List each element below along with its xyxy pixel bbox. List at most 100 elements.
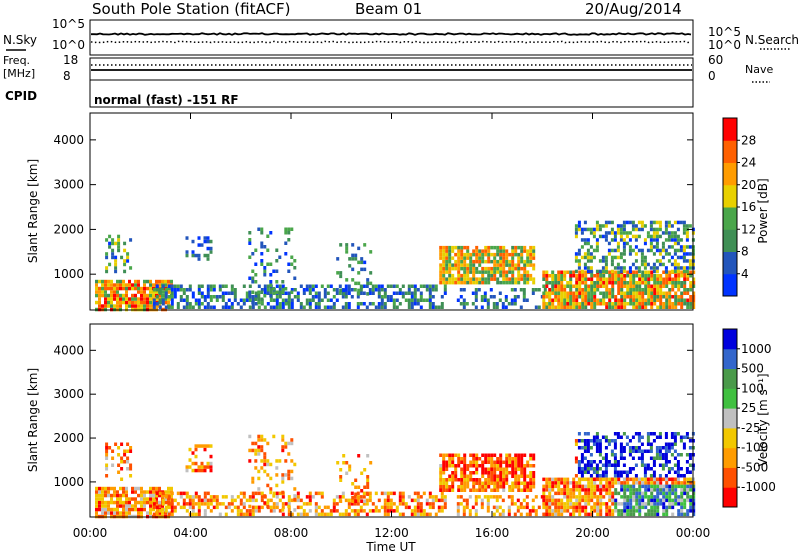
power-cell xyxy=(674,291,678,295)
power-cell xyxy=(275,269,279,273)
velocity-cell xyxy=(620,484,624,489)
power-cell xyxy=(369,271,373,275)
velocity-cell xyxy=(614,505,618,510)
velocity-cell xyxy=(339,499,343,503)
power-cell xyxy=(392,291,396,295)
velocity-cell xyxy=(658,446,662,450)
velocity-cell xyxy=(647,481,651,485)
power-cell xyxy=(251,269,255,273)
freq-top-tick: 18 xyxy=(63,53,78,67)
velocity-cell xyxy=(347,512,351,517)
power-cell xyxy=(260,241,264,245)
velocity-cell xyxy=(602,484,606,489)
power-cell xyxy=(662,284,666,288)
power-cell xyxy=(575,274,579,278)
power-cell xyxy=(520,259,524,264)
velocity-cell xyxy=(287,452,291,456)
velocity-cell xyxy=(626,509,630,513)
velocity-colorbar-tick: 25 xyxy=(741,401,756,415)
velocity-cell xyxy=(647,512,651,517)
velocity-cell xyxy=(117,446,121,450)
power-cell xyxy=(179,295,183,299)
power-cell xyxy=(389,284,393,288)
velocity-cell xyxy=(520,471,524,475)
velocity-cell xyxy=(644,495,648,499)
velocity-cell xyxy=(683,505,687,510)
velocity-cell xyxy=(683,512,687,517)
power-cell xyxy=(272,269,276,273)
power-cell xyxy=(551,305,555,309)
velocity-cell xyxy=(410,509,414,513)
power-cell xyxy=(655,231,659,235)
velocity-cell xyxy=(514,457,518,461)
power-cell xyxy=(167,305,171,309)
velocity-cell xyxy=(680,502,684,506)
power-cell xyxy=(483,295,487,299)
power-cell xyxy=(554,298,558,302)
velocity-cell xyxy=(611,502,615,506)
velocity-cell xyxy=(496,488,500,492)
velocity-cell xyxy=(632,495,636,499)
power-cell xyxy=(278,284,282,288)
velocity-cell xyxy=(557,505,561,510)
velocity-cell xyxy=(598,449,602,453)
power-cell xyxy=(587,295,591,299)
power-cell xyxy=(644,291,648,295)
velocity-cell xyxy=(545,481,549,485)
power-cell xyxy=(560,295,564,299)
power-cell xyxy=(113,297,116,301)
velocity-cell xyxy=(608,498,612,503)
power-cell xyxy=(263,291,267,295)
velocity-cell xyxy=(566,484,570,489)
power-cell xyxy=(572,270,576,274)
velocity-cell xyxy=(605,488,609,492)
power-cell xyxy=(445,263,449,267)
power-cell xyxy=(194,253,198,258)
velocity-cell xyxy=(583,439,587,443)
velocity-cell xyxy=(122,490,125,494)
velocity-cell xyxy=(263,501,267,505)
power-cell xyxy=(296,295,300,299)
velocity-cell xyxy=(113,486,116,491)
power-cell xyxy=(511,256,515,260)
power-cell xyxy=(620,298,624,302)
power-cell xyxy=(474,295,478,299)
velocity-cell xyxy=(656,491,660,496)
velocity-cell xyxy=(508,453,512,457)
power-cell xyxy=(164,291,168,295)
velocity-cell xyxy=(677,484,681,489)
velocity-cell xyxy=(104,511,107,515)
velocity-cell xyxy=(511,485,515,489)
power-cell xyxy=(359,302,363,306)
velocity-cell xyxy=(602,488,606,492)
velocity-cell xyxy=(158,504,161,508)
power-cell xyxy=(281,290,285,294)
velocity-cell xyxy=(188,495,192,499)
power-cell xyxy=(692,298,696,302)
power-cell xyxy=(676,227,680,232)
power-cell xyxy=(114,259,118,263)
velocity-cell xyxy=(126,467,130,471)
power-cell xyxy=(487,266,491,271)
power-cell xyxy=(490,277,494,281)
power-cell xyxy=(622,231,626,235)
power-cell xyxy=(347,288,351,292)
velocity-cell xyxy=(653,495,657,499)
velocity-cell xyxy=(580,467,584,471)
power-cell xyxy=(344,305,348,309)
velocity-cell xyxy=(389,502,393,506)
power-cell xyxy=(688,259,692,263)
power-cell xyxy=(251,305,255,309)
power-cell xyxy=(619,252,623,256)
power-cell xyxy=(116,286,119,291)
power-cell xyxy=(625,220,629,225)
velocity-cell xyxy=(128,511,131,515)
power-cell xyxy=(680,298,684,302)
velocity-cell xyxy=(257,445,261,449)
velocity-cell xyxy=(110,507,113,512)
power-colorbar-swatch xyxy=(723,229,737,252)
velocity-cell xyxy=(456,512,460,517)
power-cell xyxy=(604,234,608,239)
velocity-cell xyxy=(665,509,669,513)
